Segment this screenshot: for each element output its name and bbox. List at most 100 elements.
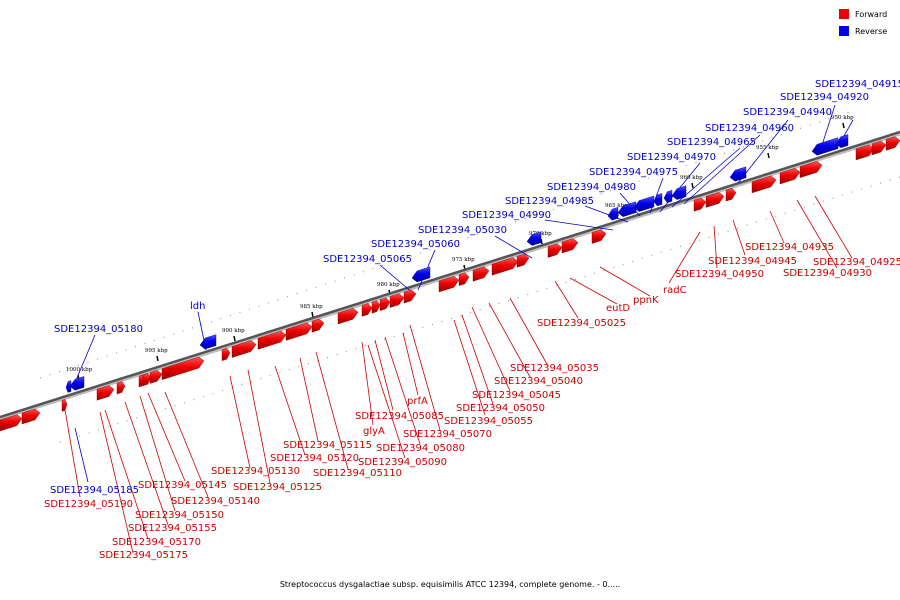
forward-gene-block[interactable] bbox=[885, 136, 900, 151]
forward-gene-block[interactable] bbox=[61, 399, 68, 412]
forward-gene-block[interactable] bbox=[472, 266, 490, 282]
forward-gene-block[interactable] bbox=[149, 369, 163, 384]
reverse-gene-block[interactable] bbox=[617, 201, 637, 217]
forward-gene-block[interactable] bbox=[591, 229, 607, 244]
forward-gene-block[interactable] bbox=[751, 175, 777, 194]
forward-gene-block[interactable] bbox=[458, 272, 470, 286]
forward-gene-block[interactable] bbox=[799, 161, 823, 178]
gene-label[interactable]: SDE12394_05150 bbox=[135, 510, 224, 521]
gene-label[interactable]: SDE12394_05175 bbox=[99, 550, 188, 561]
forward-gene-block[interactable] bbox=[491, 257, 519, 276]
gene-label[interactable]: SDE12394_04950 bbox=[675, 269, 764, 280]
forward-gene-block[interactable] bbox=[871, 140, 887, 156]
gene-label[interactable]: prfA bbox=[407, 396, 428, 407]
forward-gene-block[interactable] bbox=[116, 381, 126, 395]
gene-label[interactable]: SDE12394_04975 bbox=[589, 167, 678, 178]
forward-gene-block[interactable] bbox=[547, 243, 563, 258]
gene-label[interactable]: SDE12394_05180 bbox=[54, 324, 143, 335]
gene-label[interactable]: SDE12394_05170 bbox=[112, 537, 201, 548]
gene-label[interactable]: SDE12394_05060 bbox=[371, 239, 460, 250]
gene-label[interactable]: SDE12394_05090 bbox=[358, 457, 447, 468]
gene-label[interactable]: SDE12394_05030 bbox=[418, 225, 507, 236]
reverse-gene-block[interactable] bbox=[526, 231, 542, 246]
gene-label[interactable]: SDE12394_04965 bbox=[667, 137, 756, 148]
gene-label[interactable]: SDE12394_05125 bbox=[233, 482, 322, 493]
gene-label[interactable]: SDE12394_04915 bbox=[815, 79, 900, 90]
gene-label[interactable]: SDE12394_05080 bbox=[376, 443, 465, 454]
forward-gene-block[interactable] bbox=[0, 414, 23, 432]
forward-gene-block[interactable] bbox=[855, 144, 875, 161]
reverse-gene-block[interactable] bbox=[633, 195, 655, 212]
reverse-gene-block[interactable] bbox=[663, 189, 673, 203]
gene-label[interactable]: ldh bbox=[190, 301, 205, 312]
gene-label[interactable]: SDE12394_04930 bbox=[783, 268, 872, 279]
gene-label[interactable]: eutD bbox=[606, 303, 630, 314]
forward-gene-block[interactable] bbox=[142, 372, 152, 386]
forward-gene-block[interactable] bbox=[96, 385, 115, 401]
forward-gene-block[interactable] bbox=[725, 187, 737, 202]
gene-label[interactable]: ppnK bbox=[633, 295, 659, 306]
reverse-gene-block[interactable] bbox=[65, 380, 72, 393]
gene-label[interactable]: SDE12394_05035 bbox=[510, 363, 599, 374]
forward-gene-block[interactable] bbox=[231, 340, 257, 358]
gene-label[interactable]: SDE12394_04960 bbox=[705, 123, 794, 134]
gene-label[interactable]: SDE12394_05120 bbox=[270, 453, 359, 464]
forward-gene-block[interactable] bbox=[21, 408, 41, 425]
reverse-gene-block[interactable] bbox=[653, 193, 663, 207]
forward-gene-block[interactable] bbox=[779, 168, 801, 185]
forward-gene-block[interactable] bbox=[403, 289, 417, 304]
forward-gene-block[interactable] bbox=[311, 318, 325, 333]
gene-label[interactable]: SDE12394_05055 bbox=[444, 416, 533, 427]
forward-gene-block[interactable] bbox=[379, 297, 391, 311]
gene-label[interactable]: SDE12394_05045 bbox=[472, 390, 561, 401]
gene-label[interactable]: SDE12394_05130 bbox=[211, 466, 300, 477]
gene-label[interactable]: SDE12394_05040 bbox=[494, 376, 583, 387]
reverse-gene-block[interactable] bbox=[69, 376, 85, 391]
gene-label[interactable]: SDE12394_05155 bbox=[128, 523, 217, 534]
gene-label[interactable]: SDE12394_05140 bbox=[171, 496, 260, 507]
gene-label[interactable]: SDE12394_04940 bbox=[743, 107, 832, 118]
gene-label[interactable]: SDE12394_05050 bbox=[456, 403, 545, 414]
gene-label[interactable]: SDE12394_05085 bbox=[355, 411, 444, 422]
forward-gene-block[interactable] bbox=[705, 192, 725, 208]
reverse-gene-block[interactable] bbox=[729, 166, 747, 182]
reverse-gene-block[interactable] bbox=[671, 185, 687, 200]
gene-label[interactable]: SDE12394_05115 bbox=[283, 440, 372, 451]
gene-label[interactable]: SDE12394_04935 bbox=[745, 242, 834, 253]
forward-gene-block[interactable] bbox=[337, 307, 359, 325]
legend-reverse-label: Reverse bbox=[855, 27, 887, 36]
forward-gene-block[interactable] bbox=[161, 356, 205, 380]
gene-label[interactable]: SDE12394_05025 bbox=[537, 318, 626, 329]
reverse-gene-block[interactable] bbox=[835, 134, 849, 148]
forward-gene-block[interactable] bbox=[516, 253, 530, 268]
forward-gene-block[interactable] bbox=[438, 276, 460, 293]
forward-gene-block[interactable] bbox=[361, 303, 373, 317]
gene-label[interactable]: glyA bbox=[363, 426, 385, 437]
gene-label[interactable]: SDE12394_04970 bbox=[627, 152, 716, 163]
gene-label[interactable]: SDE12394_05185 bbox=[50, 485, 139, 496]
reverse-gene-block[interactable] bbox=[811, 137, 839, 156]
gene-label[interactable]: SDE12394_04985 bbox=[505, 196, 594, 207]
forward-gene-block[interactable] bbox=[693, 197, 707, 212]
reverse-gene-block[interactable] bbox=[607, 207, 619, 221]
forward-gene-block[interactable] bbox=[257, 330, 287, 350]
forward-gene-block[interactable] bbox=[389, 293, 405, 308]
reverse-gene-block[interactable] bbox=[411, 266, 431, 283]
gene-label[interactable]: radC bbox=[663, 285, 687, 296]
gene-label[interactable]: SDE12394_05190 bbox=[44, 499, 133, 510]
gene-label[interactable]: SDE12394_05110 bbox=[313, 468, 402, 479]
forward-gene-block[interactable] bbox=[371, 300, 381, 314]
forward-gene-block[interactable] bbox=[285, 322, 313, 341]
leader-line bbox=[74, 427, 89, 483]
forward-gene-block[interactable] bbox=[221, 347, 231, 361]
gene-label[interactable]: SDE12394_05145 bbox=[138, 480, 227, 491]
gene-label[interactable]: SDE12394_04920 bbox=[780, 92, 869, 103]
gene-label[interactable]: SDE12394_05065 bbox=[323, 254, 412, 265]
gene-label[interactable]: SDE12394_04945 bbox=[708, 256, 797, 267]
gene-label[interactable]: SDE12394_04990 bbox=[462, 210, 551, 221]
gene-label[interactable]: SDE12394_04925 bbox=[813, 257, 900, 268]
forward-gene-block[interactable] bbox=[561, 238, 579, 254]
gene-label[interactable]: SDE12394_04980 bbox=[547, 182, 636, 193]
reverse-gene-block[interactable] bbox=[199, 334, 217, 350]
gene-label[interactable]: SDE12394_05070 bbox=[403, 429, 492, 440]
